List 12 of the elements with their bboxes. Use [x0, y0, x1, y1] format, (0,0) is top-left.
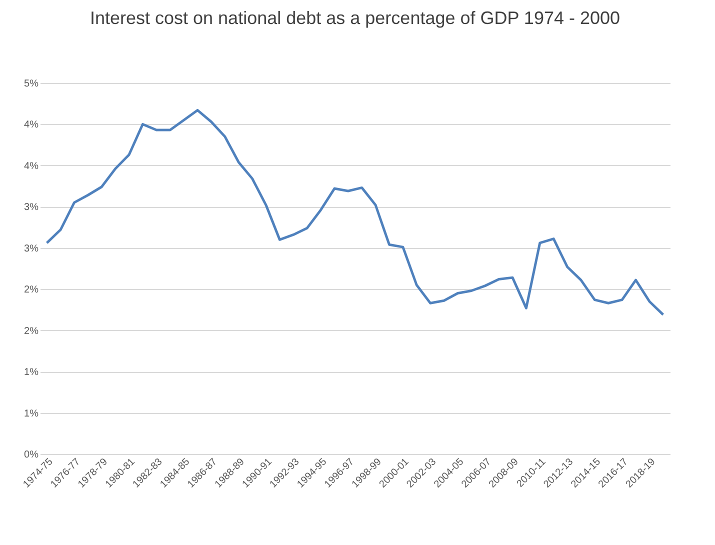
y-tick-label: 3% — [24, 202, 39, 214]
y-tick-label: 2% — [24, 326, 39, 337]
y-tick-label: 1% — [24, 408, 39, 420]
y-tick-label: 5% — [24, 78, 39, 90]
y-tick-label: 4% — [24, 160, 39, 172]
y-tick-label: 2% — [24, 284, 39, 296]
y-tick-label: 4% — [24, 120, 39, 131]
y-tick-label: 3% — [24, 243, 39, 254]
y-tick-label: 0% — [24, 450, 39, 460]
y-tick-label: 1% — [24, 367, 39, 378]
chart-title: Interest cost on national debt as a percentage of GDP 1974 - 2000 — [90, 8, 620, 28]
line-series — [46, 108, 664, 316]
